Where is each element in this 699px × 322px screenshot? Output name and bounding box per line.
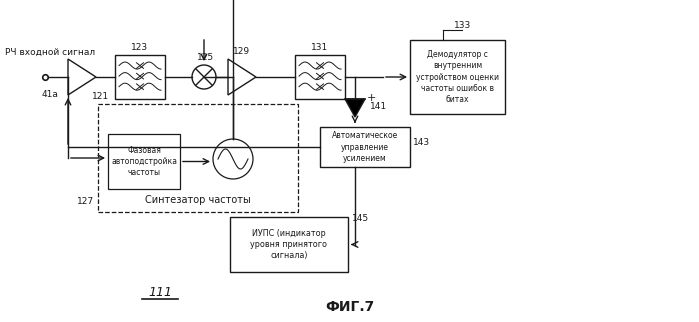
Circle shape: [192, 65, 216, 89]
Text: 121: 121: [92, 92, 109, 101]
Text: +: +: [367, 93, 376, 103]
Bar: [115, 55, 165, 99]
Text: 133: 133: [454, 21, 471, 30]
Text: ФИГ.7: ФИГ.7: [325, 300, 375, 314]
Text: Демодулятор с
внутренним
устройством оценки
частоты ошибок в
битах: Демодулятор с внутренним устройством оце…: [416, 50, 499, 104]
Text: 141: 141: [370, 102, 387, 111]
Polygon shape: [228, 59, 256, 95]
Text: 125: 125: [197, 53, 215, 62]
Bar: [108, 134, 180, 189]
Text: 129: 129: [233, 47, 250, 56]
Text: 143: 143: [413, 137, 430, 147]
Text: 123: 123: [131, 43, 149, 52]
Bar: [410, 40, 505, 114]
Text: 131: 131: [311, 43, 329, 52]
Polygon shape: [68, 59, 96, 95]
Bar: [230, 217, 348, 272]
Text: 127: 127: [77, 197, 94, 206]
Text: РЧ входной сигнал: РЧ входной сигнал: [5, 48, 95, 56]
Circle shape: [213, 139, 253, 179]
Text: 145: 145: [352, 214, 369, 223]
Text: ИУПС (индикатор
уровня принятого
сигнала): ИУПС (индикатор уровня принятого сигнала…: [250, 229, 328, 260]
Text: Фазовая
автоподстройка
частоты: Фазовая автоподстройка частоты: [111, 146, 177, 177]
Polygon shape: [345, 99, 365, 117]
Text: 111: 111: [148, 286, 172, 298]
Bar: [320, 127, 410, 167]
Bar: [98, 104, 298, 212]
Text: Автоматическое
управление
усилением: Автоматическое управление усилением: [332, 131, 398, 163]
Text: 41a: 41a: [42, 90, 59, 99]
Text: Синтезатор частоты: Синтезатор частоты: [145, 195, 251, 205]
Bar: [295, 55, 345, 99]
